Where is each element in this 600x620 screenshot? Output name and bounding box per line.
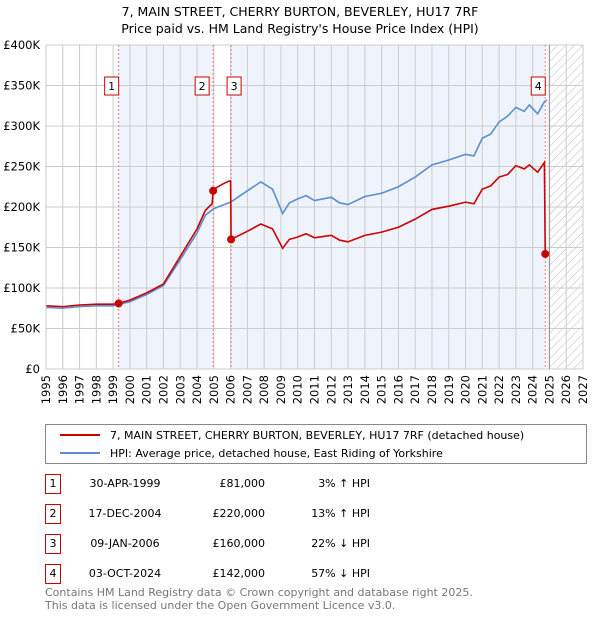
sale-price: £220,000 (212, 507, 266, 520)
x-tick-label: 2009 (274, 375, 288, 404)
sale-row: 1 30-APR-1999 £81,000 3% ↑ HPI (45, 474, 445, 494)
x-tick-label: 2024 (526, 375, 540, 404)
sale-hpi-diff: 22% ↓ HPI (311, 537, 370, 550)
x-tick-label: 2008 (257, 375, 271, 404)
x-tick-label: 2016 (391, 375, 405, 404)
x-tick-label: 2000 (123, 375, 137, 404)
sale-date: 09-JAN-2006 (90, 537, 160, 550)
x-tick-label: 2015 (375, 375, 389, 404)
x-tick-label: 2001 (140, 375, 154, 404)
sale-date: 03-OCT-2024 (88, 567, 162, 580)
legend: 7, MAIN STREET, CHERRY BURTON, BEVERLEY,… (45, 424, 587, 464)
sale-price: £81,000 (219, 477, 266, 490)
y-tick-label: £400K (3, 38, 40, 52)
x-tick-label: 2018 (425, 375, 439, 404)
property-price-line (45, 159, 547, 308)
x-tick-label: 1998 (89, 375, 103, 404)
legend-swatch-blue (60, 452, 100, 454)
sale-price: £142,000 (212, 567, 266, 580)
x-tick-label: 1996 (56, 375, 70, 404)
sale-marker-box: 3 (45, 534, 61, 554)
x-tick-label: 2011 (308, 375, 322, 404)
x-tick-label: 2007 (240, 375, 254, 404)
x-tick-label: 2019 (442, 375, 456, 404)
x-tick-label: 1999 (106, 375, 120, 404)
x-tick-label: 2026 (559, 375, 573, 404)
x-tick-label: 2017 (408, 375, 422, 404)
footer-licence: This data is licensed under the Open Gov… (45, 599, 396, 612)
x-tick-label: 2020 (459, 375, 473, 404)
chart-title: 7, MAIN STREET, CHERRY BURTON, BEVERLEY,… (121, 4, 479, 19)
sale-hpi-diff: 13% ↑ HPI (311, 507, 370, 520)
y-tick-label: £50K (11, 322, 41, 336)
y-tick-label: £100K (3, 281, 40, 295)
legend-item-property: 7, MAIN STREET, CHERRY BURTON, BEVERLEY,… (60, 427, 524, 443)
sale-marker-box: 4 (45, 564, 61, 584)
price-chart: 1995 1996 1997 1998 1999 2000 2001 2002 2003 2004… (3, 38, 590, 404)
x-tick-label: 2005 (207, 375, 221, 404)
y-tick-label: £350K (3, 79, 40, 93)
chart-subtitle: Price paid vs. HM Land Registry's House … (121, 21, 479, 36)
sale-row: 3 09-JAN-2006 £160,000 22% ↓ HPI (45, 534, 445, 554)
sale-date: 30-APR-1999 (89, 477, 161, 490)
x-tick-label: 1997 (73, 375, 87, 404)
sale-point (209, 186, 218, 195)
sale-hpi-diff: 3% ↑ HPI (318, 477, 370, 490)
sale-marker-label: 4 (535, 80, 542, 93)
legend-label: 7, MAIN STREET, CHERRY BURTON, BEVERLEY,… (110, 428, 525, 442)
y-tick-label: £0 (25, 362, 40, 376)
x-tick-label: 2006 (224, 375, 238, 404)
x-tick-label: 2023 (509, 375, 523, 404)
sale-row: 4 03-OCT-2024 £142,000 57% ↓ HPI (45, 564, 445, 584)
sale-marker-box (104, 76, 120, 96)
x-tick-label: 2002 (156, 375, 170, 404)
y-tick-label: £300K (3, 119, 40, 133)
x-tick-label: 2004 (190, 375, 204, 404)
x-tick-label: 2012 (324, 375, 338, 404)
x-tick-label: 2014 (358, 375, 372, 404)
footer: Contains HM Land Registry data © Crown c… (45, 586, 473, 612)
x-tick-label: 2003 (173, 375, 187, 404)
sale-hpi-diff: 57% ↓ HPI (311, 567, 370, 580)
sale-marker-box (226, 76, 242, 96)
sale-marker-label: 1 (108, 80, 115, 93)
sale-marker-label: 3 (231, 80, 238, 93)
x-tick-label: 2022 (492, 375, 506, 404)
sale-row: 2 17-DEC-2004 £220,000 13% ↑ HPI (45, 504, 445, 524)
x-tick-label: 2025 (542, 375, 556, 404)
sale-marker-box: 2 (45, 504, 61, 524)
x-tick-label: 2010 (291, 375, 305, 404)
sale-point (541, 249, 550, 258)
footer-copyright: Contains HM Land Registry data © Crown c… (45, 586, 473, 599)
sale-marker-box: 1 (45, 474, 61, 494)
sale-date: 17-DEC-2004 (88, 507, 162, 520)
sale-marker-box (194, 76, 210, 96)
y-tick-label: £150K (3, 241, 40, 255)
x-tick-label: 2027 (576, 375, 590, 404)
sale-price: £160,000 (212, 537, 266, 550)
sale-point (114, 299, 123, 308)
legend-item-hpi: HPI: Average price, detached house, East… (60, 445, 443, 461)
legend-swatch-red (60, 434, 100, 436)
sale-marker-box (530, 76, 546, 96)
hpi-line (45, 99, 548, 310)
legend-label: HPI: Average price, detached house, East… (110, 446, 443, 460)
x-tick-label: 1995 (39, 375, 53, 404)
sale-marker-label: 2 (199, 80, 206, 93)
y-tick-label: £250K (3, 160, 40, 174)
y-tick-label: £200K (3, 200, 40, 214)
x-tick-label: 2021 (475, 375, 489, 404)
sale-point (227, 235, 236, 244)
x-tick-label: 2013 (341, 375, 355, 404)
